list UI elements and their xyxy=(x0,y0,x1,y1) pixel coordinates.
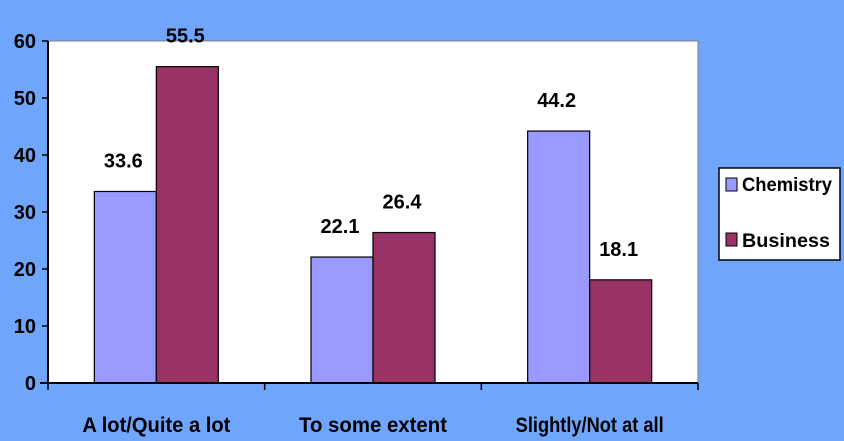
y-tick-label: 40 xyxy=(14,145,36,167)
legend-swatch-chemistry xyxy=(725,177,738,192)
legend-label-business: Business xyxy=(742,231,830,252)
bar-business xyxy=(589,279,653,384)
x-category-label: A lot/Quite a lot xyxy=(82,414,230,437)
y-tick-label: 60 xyxy=(14,31,36,53)
y-tick-label: 30 xyxy=(14,202,36,224)
legend-label-chemistry: Chemistry xyxy=(742,175,832,196)
x-category-label: Slightly/Not at all xyxy=(516,414,664,437)
x-axis-ticks: A lot/Quite a lot To some extent Slightly/… xyxy=(47,383,699,437)
data-label-business: 18.1 xyxy=(599,239,638,261)
bar-chemistry xyxy=(93,190,157,384)
bar-business xyxy=(372,231,436,384)
bar-business xyxy=(155,66,219,384)
y-tick-label: 20 xyxy=(14,259,36,281)
data-label-business: 26.4 xyxy=(383,192,423,214)
data-label-business: 55.5 xyxy=(166,26,205,48)
data-label-chemistry: 44.2 xyxy=(537,90,576,112)
data-label-chemistry: 22.1 xyxy=(321,216,360,238)
bar-chemistry xyxy=(527,130,591,384)
legend-swatch-business xyxy=(725,232,738,247)
legend-box xyxy=(718,167,841,261)
data-label-chemistry: 33.6 xyxy=(104,150,143,172)
bar-chemistry xyxy=(310,256,374,384)
data-labels-layer: 33.6 22.1 44.2 55.5 26.4 18.1 xyxy=(104,26,638,261)
y-tick-label: 0 xyxy=(25,373,36,395)
legend: Chemistry Business xyxy=(718,167,841,261)
x-category-label: To some extent xyxy=(299,414,447,437)
y-axis-ticks: 0 10 20 30 40 50 60 xyxy=(14,31,48,395)
y-tick-label: 50 xyxy=(14,88,36,110)
bars-layer xyxy=(93,66,653,384)
y-tick-label: 10 xyxy=(14,316,36,338)
